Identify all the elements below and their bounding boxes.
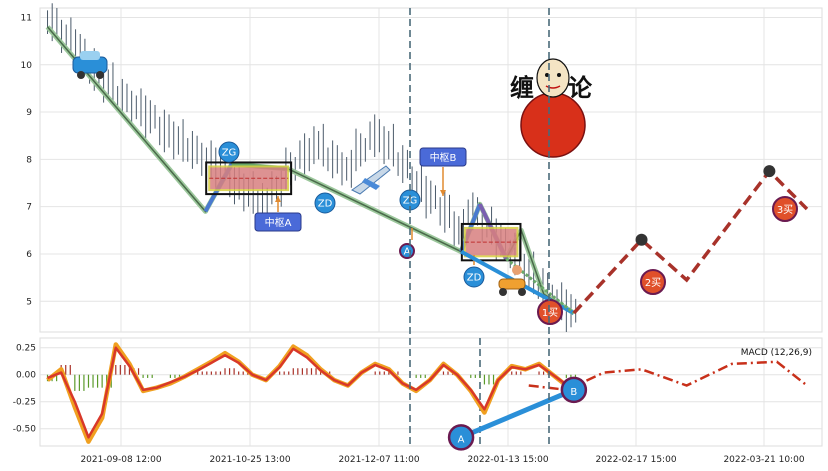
monk-eye-r (557, 73, 561, 77)
x-tick-label: 2022-03-21 10:00 (723, 455, 804, 465)
forecast-peak-1 (635, 233, 648, 246)
y-tick-label: 9 (26, 108, 32, 118)
monk-eye-l (545, 73, 549, 77)
macd-panel: 0.25 0.00 -0.25 -0.50 A B MACD (12,26,9) (13, 337, 823, 451)
macd-a-text: A (458, 434, 465, 445)
y-tick-label: 6 (26, 250, 32, 260)
car-wheel-r (96, 71, 104, 79)
overlay-layer: 缠论 (72, 51, 593, 296)
zhongshu-a-outer (205, 161, 293, 196)
zhongshu-a-label-bg (254, 212, 302, 232)
macd-b-circle (560, 376, 588, 404)
title-char-2: 论 (568, 74, 593, 102)
zd-b-badge-text: ZD (467, 273, 482, 284)
scooter-rider (512, 265, 522, 275)
buy-1-circle (537, 299, 563, 325)
zd-a-badge-circle (314, 192, 336, 214)
macd-frame (39, 337, 823, 447)
x-tick-label: 2021-09-08 12:00 (80, 455, 161, 465)
forecast-peak-2 (763, 165, 776, 178)
price-frame (39, 7, 823, 333)
price-panel: 567891011ZGZDZGZD中枢A中枢B1买2买3买A (21, 3, 823, 333)
zhongshu-a-label-arrowhead (275, 196, 281, 202)
point-a-text: A (404, 247, 411, 258)
bi-tail (505, 257, 575, 315)
monk-body (520, 92, 586, 158)
monk-mouth (545, 85, 561, 89)
title-char-1: 缠 (510, 74, 534, 102)
zhongshu-b-label-bg (419, 147, 467, 167)
buy-2-circle (640, 269, 666, 295)
macd-b-text: B (570, 387, 577, 398)
forecast-line (572, 168, 809, 315)
zhongshu-b-outer (460, 222, 522, 262)
buy-1-text: 1买 (542, 307, 558, 319)
y-tick-label: 11 (21, 13, 32, 23)
macd-tick-label: -0.25 (13, 398, 36, 408)
macd-a-circle (447, 424, 475, 451)
macd-tick-label: 0.25 (16, 344, 36, 354)
car-window (80, 51, 100, 60)
zd-b-badge-circle (463, 266, 485, 288)
car-wheel-l (77, 71, 85, 79)
monk-head (536, 58, 570, 98)
buy-2-text: 2买 (645, 277, 661, 289)
x-tick-label: 2022-02-17 15:00 (595, 455, 676, 465)
macd-tick-label: 0.00 (16, 371, 36, 381)
buy-3-circle (772, 196, 798, 222)
macd-legend: MACD (12,26,9) (741, 348, 812, 358)
zg-a-badge-circle (218, 141, 240, 163)
plane-wing (362, 178, 380, 190)
y-tick-label: 10 (21, 61, 33, 71)
zd-a-badge-text: ZD (318, 199, 333, 210)
zg-a-badge-text: ZG (222, 148, 237, 159)
y-tick-label: 7 (26, 203, 32, 213)
scooter-wheel-r (518, 288, 526, 296)
buy-3-text: 3买 (777, 204, 793, 216)
zhongshu-a-label-text: 中枢A (265, 216, 292, 229)
x-tick-label: 2022-01-13 15:00 (467, 455, 548, 465)
scooter-wheel-l (499, 288, 507, 296)
plane-body (351, 165, 391, 195)
x-tick-label: 2021-10-25 13:00 (209, 455, 290, 465)
y-tick-label: 5 (26, 297, 32, 307)
macd-dea-line (47, 346, 568, 439)
macd-tick-label: -0.50 (13, 425, 37, 435)
y-tick-label: 8 (26, 155, 32, 165)
zhongshu-b-label-arrowhead (440, 190, 446, 196)
scooter-body (498, 278, 526, 290)
macd-ab-line (460, 387, 575, 440)
x-tick-label: 2021-12-07 11:00 (338, 455, 419, 465)
zhongshu-b-label-text: 中枢B (430, 151, 457, 164)
